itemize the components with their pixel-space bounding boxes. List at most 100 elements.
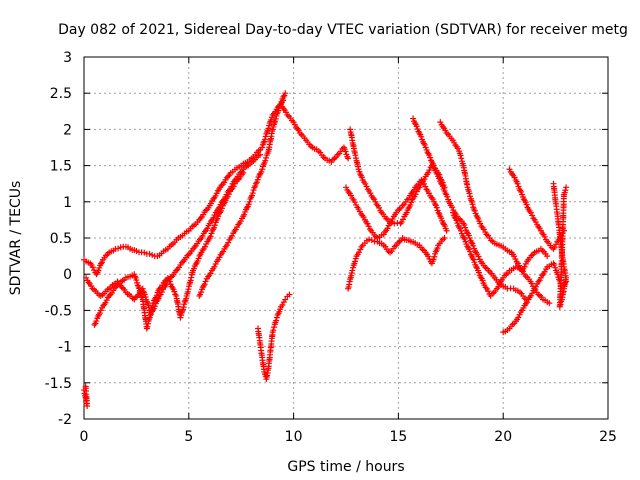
data-point-sat-b-14-5 [204, 225, 211, 232]
data-point-sat-a-19 [259, 144, 266, 151]
data-point-sat-n-8-2 [552, 264, 559, 271]
data-point-sat-d-9-2 [254, 176, 261, 183]
data-point-sat-l-4-3 [477, 274, 484, 281]
data-point-sat-c-8-4 [153, 292, 160, 299]
data-point-sat-j-4-5 [439, 183, 446, 190]
data-point-sat-k-3-2 [457, 152, 464, 159]
data-point-sat-c-14-5 [194, 258, 201, 265]
data-point-sat-m-3-2 [527, 209, 534, 216]
y-axis-ticks: -2 -1.5 -1 -0.5 0 0.5 1 1.5 2 2.5 3 [45, 50, 608, 428]
data-point-sat-d-2-3 [212, 260, 219, 267]
data-point-sat-e-7-1 [270, 327, 277, 334]
data-point-sat-c-12-5 [180, 304, 187, 311]
data-point-sat-a-14-3 [210, 196, 217, 203]
data-point-sat-n-2-3 [516, 311, 523, 318]
data-point-sat-c-12-9 [183, 295, 190, 302]
y-axis-label: SDTVAR / TECUs [8, 181, 24, 296]
data-point-sat-e-9-2 [280, 299, 287, 306]
data-point-sat-g-6-3 [384, 225, 391, 232]
data-point-sat-j-4-1 [436, 175, 443, 182]
data-point-sat-g-1-2 [351, 199, 358, 206]
data-point-sat-i-12-4 [421, 176, 428, 183]
data-point-sat-c-5-3 [133, 277, 140, 284]
data-point-sat-d-8 [246, 198, 253, 205]
data-point-sat-j-4-3 [437, 179, 444, 186]
data-point-sat-j-3-5 [433, 169, 440, 176]
data-point-sat-d-10-5 [263, 154, 270, 161]
y-tick-label-10: 3 [63, 50, 72, 66]
data-point-sat-g-2-4 [360, 214, 367, 221]
data-point-sat-h-15 [441, 235, 448, 241]
data-point-sat-d-5-1 [228, 233, 235, 240]
data-point-sat-m-1-2 [514, 180, 521, 187]
data-point-sat-c-16-1 [207, 233, 214, 240]
data-point-sat-g-14-3 [433, 204, 440, 211]
data-point-sat-g-15-1 [438, 215, 445, 222]
data-point-sat-i-10 [403, 209, 410, 216]
data-point-sat-k-5-3 [466, 190, 473, 197]
data-point-sat-c-15-1 [199, 247, 206, 254]
data-point-sat-m-4-1 [532, 219, 539, 226]
data-point-sat-j-5-1 [442, 190, 449, 197]
data-point-sat-i-10-2 [405, 205, 412, 212]
data-point-sat-c-8 [150, 300, 157, 307]
data-point-sat-j-8-2 [462, 224, 469, 231]
data-point-sat-h-1-4 [352, 258, 359, 265]
data-point-sat-n-8-1 [551, 261, 558, 268]
data-point-sat-b-13-1 [191, 244, 198, 251]
data-point-sat-e-7-5 [273, 317, 280, 324]
data-point-sat-a-8-1 [146, 250, 153, 257]
data-point-sat-b-0 [83, 274, 90, 281]
data-point-sat-c-10-7 [171, 288, 178, 295]
data-point-sat-l-4-1 [475, 269, 482, 276]
data-point-sat-k-2-4 [454, 145, 461, 152]
data-point-sat-b-14-3 [201, 228, 208, 235]
data-point-sat-a-2-5 [98, 260, 105, 267]
data-point-sat-h-2-2 [355, 249, 362, 256]
data-point-sat-k-0 [437, 119, 444, 126]
data-point-sat-m-5-3 [541, 233, 548, 240]
y-tick-label-0: -2 [58, 412, 72, 428]
data-point-sat-i-4-1 [367, 190, 374, 197]
data-point-sat-l-0-2 [451, 214, 458, 221]
data-point-sat-c-19-2 [234, 176, 241, 183]
data-point-sat-b-11-4 [178, 259, 185, 266]
data-point-sat-n-5-1 [532, 283, 539, 290]
data-point-sat-i-2-4 [358, 174, 365, 181]
data-point-sat-i-11-2 [412, 191, 419, 198]
data-point-sat-b-0-4 [88, 282, 95, 289]
data-point-sat-j-1-6 [421, 141, 428, 148]
data-point-sat-c-18-4 [228, 186, 235, 193]
data-point-sat-a-20 [269, 111, 276, 118]
x-tick-label-4: 20 [494, 429, 512, 445]
data-point-sat-i-10-4 [407, 201, 414, 208]
data-point-sat-i-9-2 [400, 216, 407, 223]
data-point-sat-d-9-4 [256, 171, 263, 178]
data-point-sat-j-3-3 [431, 165, 438, 172]
data-point-sat-l-3-5 [473, 263, 480, 270]
data-point-sat-g-12-3 [422, 183, 429, 190]
data-point-sat-b-21 [257, 151, 264, 158]
data-point-sat-d-1-4 [207, 270, 214, 277]
data-point-sat-j-1-2 [418, 133, 425, 140]
data-point-sat-m-0-4 [511, 174, 518, 181]
y-tick-label-6: 1 [63, 195, 72, 211]
data-point-sat-c-20 [240, 169, 247, 176]
data-point-sat-c-14-3 [192, 261, 199, 268]
data-point-sat-h-13-3 [431, 253, 438, 260]
data-point-sat-a-14-1 [207, 200, 214, 207]
data-point-sat-l-11-2 [521, 263, 528, 270]
data-point-sat-l-15 [544, 253, 551, 260]
data-point-sat-a-15-1 [218, 182, 225, 189]
data-point-sat-j-9 [466, 235, 473, 241]
data-point-sat-e-11 [286, 291, 293, 298]
data-point-sat-g-15-3 [440, 219, 447, 226]
data-point-sat-f-0-4 [283, 109, 290, 116]
data-point-sat-e-8 [273, 314, 280, 321]
data-point-sat-f-11 [345, 155, 352, 162]
y-tick-label-9: 2.5 [50, 86, 72, 102]
data-point-sat-n-4-3 [529, 290, 536, 297]
data-point-sat-h-2-3 [357, 246, 364, 253]
data-point-sat-b-12-3 [185, 251, 192, 258]
